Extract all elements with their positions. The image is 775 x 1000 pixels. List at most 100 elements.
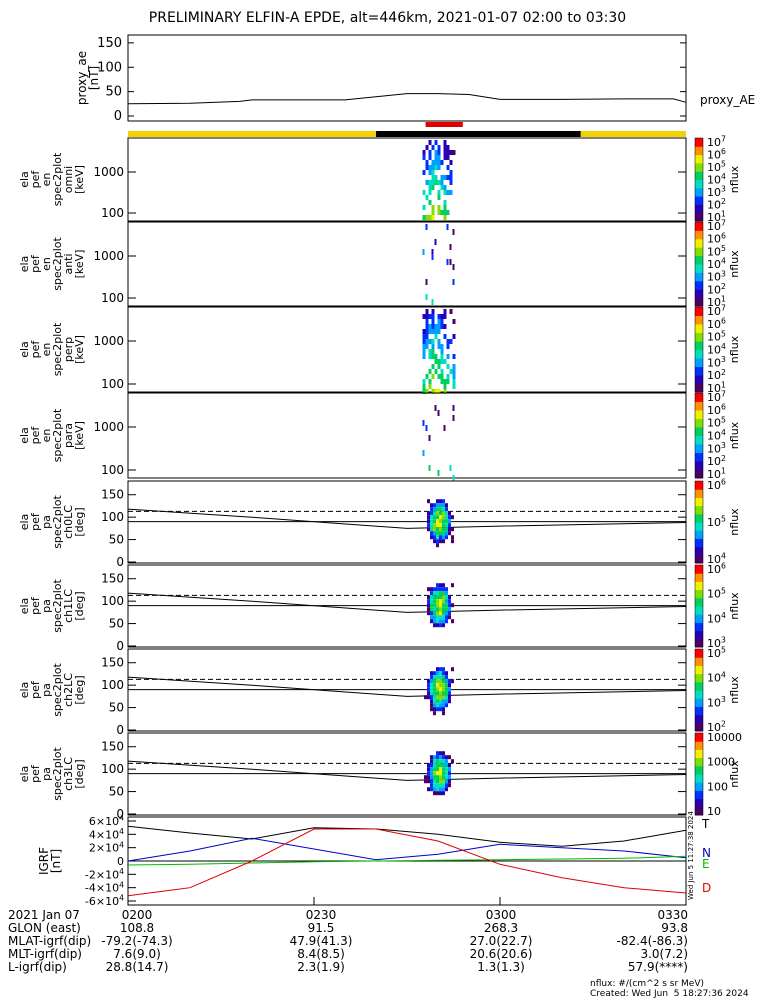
pitch-angle-cell [442, 539, 445, 544]
xaxis-row-label-0: 2021 Jan 07 [8, 908, 80, 922]
colorbar-segment [695, 291, 703, 294]
colorbar-segment [695, 794, 703, 798]
pitch-angle-cell [445, 679, 448, 684]
spectrogram-cell [425, 279, 428, 285]
colorbar-tick-label: 103 [707, 636, 726, 650]
pitch-angle-cell [433, 699, 436, 704]
colorbar-segment [695, 416, 703, 419]
colorbar-segment [695, 694, 703, 697]
ytick-label: 1000 [93, 249, 124, 263]
pitch-angle-cell [442, 771, 445, 776]
pitch-angle-cell [439, 587, 442, 592]
pitch-angle-cell [433, 679, 436, 684]
spectrogram-cell [428, 215, 432, 220]
colorbar-segment [695, 708, 703, 711]
colorbar-segment [695, 469, 703, 473]
spectrogram-cell [425, 314, 429, 319]
pitch-angle-cell [433, 787, 436, 792]
ylabel-ch3LC-line: spec2plot [51, 747, 64, 801]
pitch-angle-cell [436, 755, 439, 760]
pitch-angle-cell [445, 703, 448, 708]
colorbar-segment [695, 763, 703, 767]
ylabel-omni-line: omni [62, 166, 75, 193]
pitch-angle-cell [427, 599, 430, 604]
colorbar-segment [695, 573, 703, 576]
pitch-angle-cell [427, 679, 430, 684]
colorbar-segment [695, 589, 703, 593]
spectrogram-cell [434, 359, 438, 364]
colorbar-segment [695, 487, 703, 490]
pitch-angle-cell [442, 595, 445, 600]
pitch-angle-cell [427, 611, 430, 616]
colorbar-segment [695, 355, 703, 359]
colorbar-segment [695, 667, 703, 670]
spectrogram-cell [428, 324, 432, 329]
pitch-angle-cell [433, 591, 436, 596]
pitch-angle-cell [427, 691, 430, 696]
colorbar-segment [695, 420, 703, 424]
ytick-label: 1000 [93, 334, 124, 348]
spectrogram-cell [446, 344, 450, 349]
colorbar-tick-label: 106 [707, 316, 726, 330]
xaxis-value: 2.3(1.9) [297, 960, 345, 974]
colorbar-segment [695, 616, 703, 619]
pitch-angle-cell [436, 507, 439, 512]
ylabel-ch1LC-line: pa [40, 599, 53, 613]
pitch-angle-cell [442, 787, 445, 792]
colorbar-tick-label: 103 [707, 355, 726, 369]
colorbar-segment [695, 759, 703, 763]
pitch-angle-cell [439, 675, 442, 680]
colorbar-segment [695, 295, 703, 299]
colorbar-segment [695, 544, 703, 548]
colorbar-tick-label: 102 [707, 197, 726, 211]
spectrogram-cell [446, 145, 450, 150]
spectrogram-cell [431, 254, 434, 260]
igrf-legend-E: E [702, 857, 710, 871]
spectrogram-cell [422, 334, 426, 339]
ylabel-anti-line: anti [62, 253, 75, 274]
spectrogram-cell [431, 165, 435, 170]
colorbar-segment [695, 450, 703, 453]
spectrogram-cell [437, 155, 441, 160]
spectrogram-cell [431, 314, 435, 319]
pitch-angle-cell [439, 619, 442, 624]
spectrogram-cell [452, 384, 456, 389]
colorbar-frame [694, 221, 704, 307]
ylabel-anti-line: [keV] [73, 250, 86, 279]
colorbar-frame [694, 137, 704, 222]
colorbar-tick-label: 106 [707, 231, 726, 245]
pitch-angle-cell [448, 679, 451, 684]
colorbar-tick-label: 106 [707, 147, 726, 161]
pitch-angle-cell [433, 599, 436, 604]
pitch-angle-cell [436, 499, 439, 504]
colorbar-segment [695, 330, 703, 333]
colorbar-frame [694, 564, 704, 648]
colorbar-segment [695, 751, 703, 754]
pitch-angle-cell [436, 607, 439, 612]
pitch-angle-cell [442, 691, 445, 696]
pitch-angle-cell [451, 679, 454, 684]
colorbar-segment [695, 622, 703, 625]
pitch-angle-cell [442, 699, 445, 704]
colorbar-segment [695, 362, 703, 365]
pitch-angle-cell [445, 587, 448, 592]
panel-frame-para [127, 392, 687, 479]
proxy-ae-legend: proxy_AE [700, 93, 755, 107]
pitch-angle-cell [430, 687, 433, 692]
pitch-angle-cell [433, 791, 436, 796]
ytick-label: 150 [101, 572, 124, 586]
spectrogram-cell [452, 354, 456, 359]
colorbar-segment [695, 579, 703, 582]
pitch-angle-cell [433, 619, 436, 624]
ylabel-ch1LC-line: spec2plot [51, 579, 64, 633]
pitch-angle-cell [430, 771, 433, 776]
pitch-angle-cell [442, 791, 445, 796]
colorbar-segment [695, 309, 703, 312]
colorbar-segment [695, 183, 703, 187]
spectrogram-cell [446, 190, 450, 195]
igrf-line-D [127, 828, 687, 897]
pitch-angle-cell [445, 611, 448, 616]
pitch-angle-cell [439, 671, 442, 676]
colorbar-segment [695, 383, 703, 387]
pitch-angle-cell [445, 535, 448, 540]
